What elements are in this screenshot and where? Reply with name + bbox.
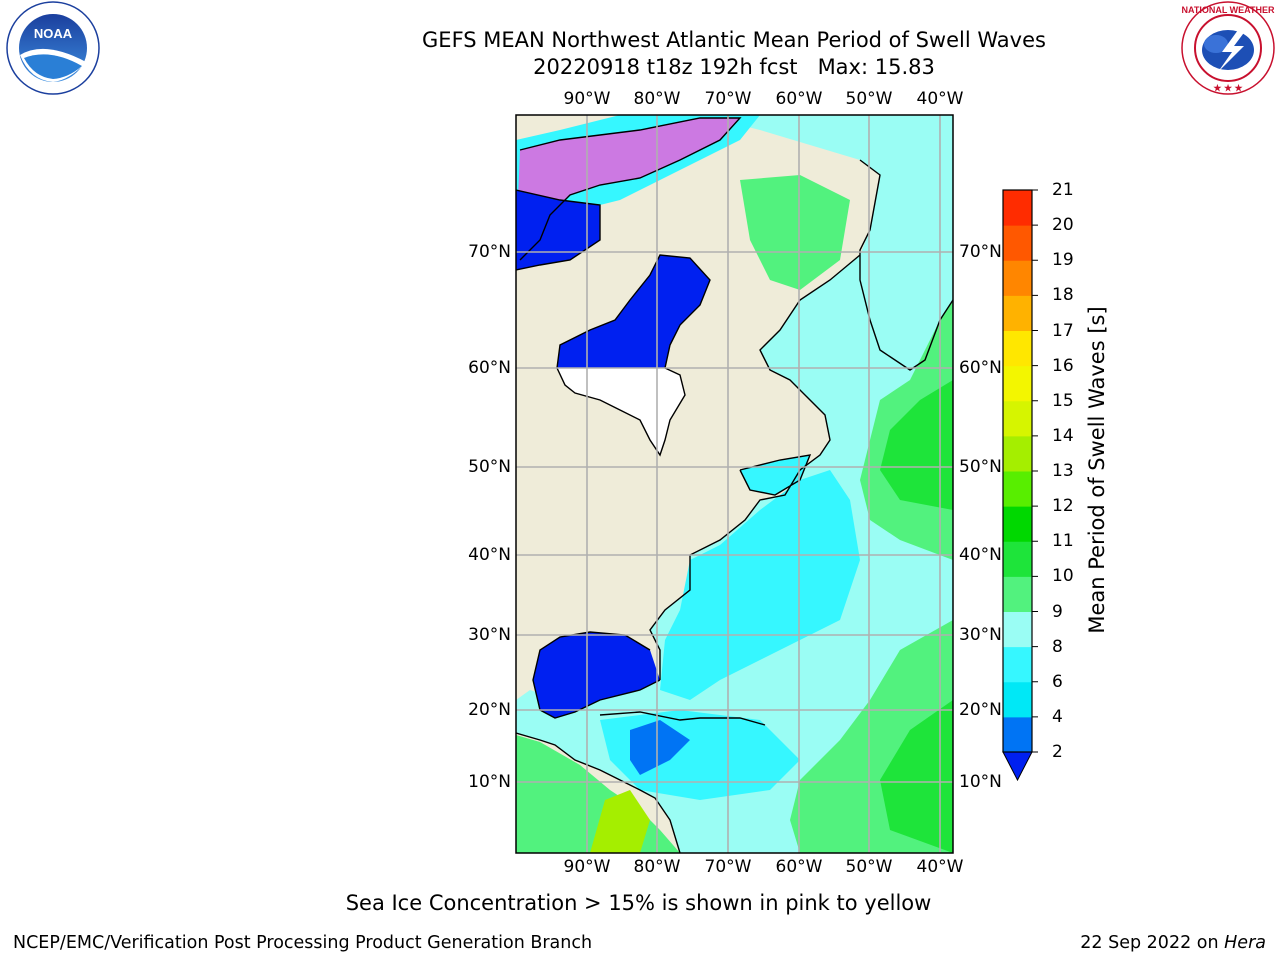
- lat-tick-left-30n: 30°N: [468, 625, 511, 645]
- colorbar-segment: [1003, 541, 1032, 577]
- sea-ice-note: Sea Ice Concentration > 15% is shown in …: [0, 890, 1280, 916]
- ocean-atlantic: [516, 115, 953, 853]
- lat-tick-left-70n: 70°N: [468, 242, 511, 262]
- lon-tick-top-40w: 40°W: [916, 89, 964, 109]
- graticule: [516, 115, 953, 853]
- lat-tick-left-20n: 20°N: [468, 700, 511, 720]
- colorbar-segment: [1003, 365, 1032, 402]
- lon-tick-top-50w: 50°W: [845, 89, 893, 109]
- svg-text:NATIONAL WEATHER: NATIONAL WEATHER: [1182, 5, 1275, 15]
- colorbar-segment: [1003, 295, 1032, 331]
- lon-tick-top-80w: 80°W: [633, 89, 681, 109]
- colorbar-tick-label: 15: [1052, 390, 1074, 411]
- colorbar: [1002, 189, 1038, 782]
- colorbar-segment: [1003, 576, 1032, 612]
- ocean-band-green-deep2: [880, 700, 953, 853]
- colorbar-tick-label: 17: [1052, 320, 1074, 341]
- lat-tick-left-50n: 50°N: [468, 457, 511, 477]
- ocean-band-cyan: [660, 470, 860, 700]
- lon-tick-top-70w: 70°W: [704, 89, 752, 109]
- lon-tick-bottom-50w: 50°W: [845, 857, 893, 877]
- lat-tick-left-10n: 10°N: [468, 772, 511, 792]
- colorbar-segment: [1003, 716, 1032, 753]
- colorbar-tick-label: 12: [1052, 496, 1074, 517]
- footer-host: Hera: [1224, 933, 1266, 953]
- colorbar-tick-label: 4: [1052, 706, 1063, 727]
- lon-tick-bottom-90w: 90°W: [563, 857, 611, 877]
- lon-tick-bottom-60w: 60°W: [775, 857, 823, 877]
- colorbar-label: Mean Period of Swell Waves [s]: [1085, 306, 1109, 634]
- lat-tick-left-40n: 40°N: [468, 545, 511, 565]
- colorbar-segment: [1003, 435, 1032, 472]
- colorbar-tick-label: 6: [1052, 671, 1063, 692]
- ocean-st-lawrence: [740, 455, 810, 495]
- lon-tick-bottom-80w: 80°W: [633, 857, 681, 877]
- lat-tick-right-20n: 20°N: [959, 700, 1002, 720]
- colorbar-segment: [1003, 190, 1032, 226]
- colorbar-tick-label: 8: [1052, 636, 1063, 657]
- colorbar-tick-label: 18: [1052, 285, 1074, 306]
- footer-date-text: 22 Sep 2022 on: [1080, 933, 1225, 953]
- noaa-logo-text: NOAA: [34, 26, 73, 41]
- james-bay: [557, 368, 685, 455]
- colorbar-tick-label: 11: [1052, 531, 1074, 552]
- noaa-logo-icon: NOAA: [6, 1, 100, 95]
- ocean-labrador: [740, 175, 850, 290]
- footer-date: 22 Sep 2022 on Hera: [1080, 932, 1266, 954]
- colorbar-segment: [1003, 471, 1032, 507]
- lat-tick-right-70n: 70°N: [959, 242, 1002, 262]
- lat-tick-right-50n: 50°N: [959, 457, 1002, 477]
- ocean-band-green-deep: [880, 380, 953, 510]
- lat-tick-right-10n: 10°N: [959, 772, 1002, 792]
- sea-ice-note-text: Sea Ice Concentration > 15% is shown in …: [345, 891, 932, 915]
- colorbar-tick-label: 13: [1052, 461, 1074, 481]
- map-frame: [515, 114, 954, 854]
- colorbar-tick-label: 9: [1052, 601, 1063, 622]
- svg-text:★ ★ ★: ★ ★ ★: [1213, 83, 1243, 93]
- lon-tick-bottom-70w: 70°W: [704, 857, 752, 877]
- colorbar-segment: [1003, 260, 1032, 296]
- ocean-caribbean: [630, 720, 690, 775]
- ocean-gulf-mexico: [533, 632, 660, 718]
- colorbar-tick-label: 10: [1052, 566, 1074, 587]
- arctic-blue: [516, 190, 600, 270]
- colorbar-segment: [1003, 646, 1032, 683]
- title-line-1: GEFS MEAN Northwest Atlantic Mean Period…: [422, 28, 1046, 52]
- ocean-hudson-bay: [557, 255, 710, 368]
- sea-ice-band: [516, 118, 740, 260]
- colorbar-segment: [1003, 611, 1032, 648]
- colorbar-tick-label: 14: [1052, 425, 1074, 446]
- title-line-2: 20220918 t18z 192h fcst Max: 15.83: [533, 55, 935, 79]
- colorbar-segment: [1003, 400, 1032, 437]
- colorbar-segment: [1003, 225, 1032, 261]
- lat-tick-right-30n: 30°N: [959, 625, 1002, 645]
- colorbar-tick-label: 20: [1052, 215, 1074, 236]
- lat-tick-left-60n: 60°N: [468, 358, 511, 378]
- nws-logo-icon: NATIONAL WEATHER ★ ★ ★: [1181, 1, 1275, 95]
- colorbar-segment: [1003, 506, 1032, 542]
- footer-credit: NCEP/EMC/Verification Post Processing Pr…: [13, 933, 593, 953]
- lon-tick-top-90w: 90°W: [563, 89, 611, 109]
- colorbar-tick-label: 21: [1052, 180, 1074, 200]
- lon-tick-top-60w: 60°W: [775, 89, 823, 109]
- map-panel: [515, 114, 954, 854]
- colorbar-tick-label: 16: [1052, 355, 1074, 376]
- lat-tick-right-40n: 40°N: [959, 545, 1002, 565]
- colorbar-tick-label: 19: [1052, 250, 1074, 271]
- lat-tick-right-60n: 60°N: [959, 358, 1002, 378]
- ocean-pacific-yellow: [590, 790, 650, 853]
- colorbar-segment: [1003, 681, 1032, 718]
- colorbar-segment: [1003, 330, 1032, 367]
- lon-tick-bottom-40w: 40°W: [916, 857, 964, 877]
- colorbar-tick-label: 2: [1052, 742, 1063, 762]
